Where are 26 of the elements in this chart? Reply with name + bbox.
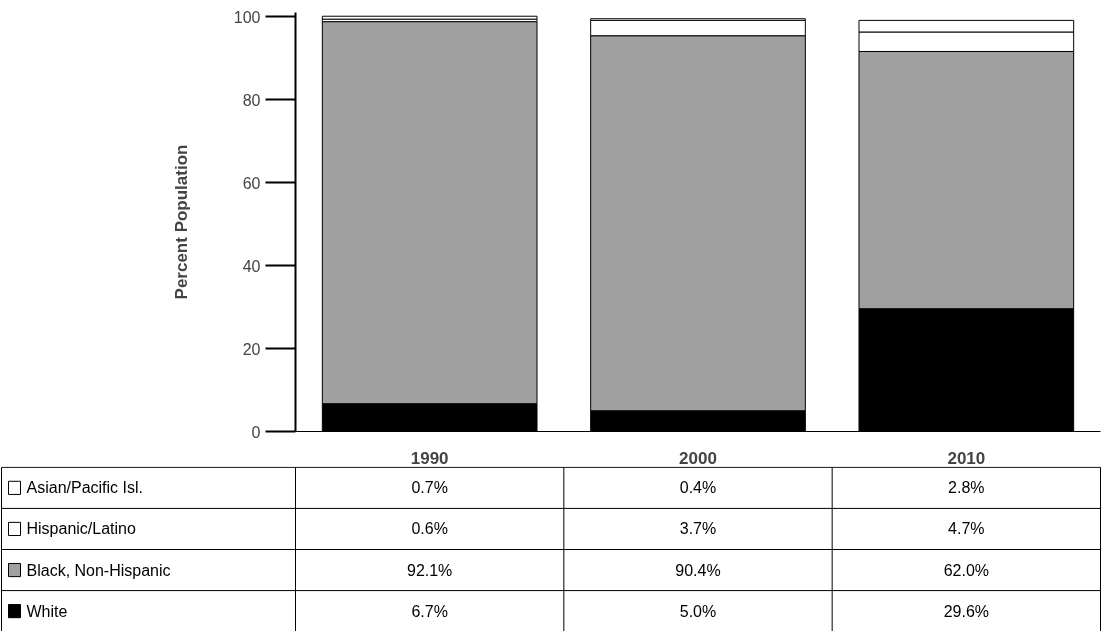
data-label: 5.0% bbox=[679, 602, 717, 620]
y-tick-label: 20 bbox=[242, 340, 261, 358]
x-tick-label: 1990 bbox=[410, 448, 449, 468]
y-tick-label: 60 bbox=[242, 174, 261, 192]
legend-label: Hispanic/Latino bbox=[26, 520, 136, 538]
data-label: 92.1% bbox=[406, 561, 453, 579]
data-label: 4.7% bbox=[948, 520, 985, 538]
legend-label: Asian/Pacific Isl. bbox=[26, 479, 143, 497]
x-tick-label: 2000 bbox=[679, 448, 717, 468]
data-label: 29.6% bbox=[943, 602, 990, 620]
data-label: 0.7% bbox=[411, 479, 448, 497]
data-label: 90.4% bbox=[675, 561, 721, 579]
data-label: 3.7% bbox=[679, 520, 717, 538]
data-label: 2.8% bbox=[948, 479, 985, 497]
data-label: 0.6% bbox=[411, 520, 448, 538]
y-tick-label: 40 bbox=[242, 257, 261, 275]
legend-label: Black, Non-Hispanic bbox=[26, 561, 171, 579]
legend-label: White bbox=[26, 602, 68, 620]
y-axis-title: Percent Population bbox=[171, 144, 191, 300]
y-tick-label: 80 bbox=[242, 91, 261, 109]
data-label: 6.7% bbox=[411, 602, 448, 620]
y-tick-label: 0 bbox=[251, 423, 261, 441]
x-tick-label: 2010 bbox=[947, 448, 986, 468]
y-tick-label: 100 bbox=[233, 8, 261, 26]
data-label: 62.0% bbox=[943, 561, 990, 579]
data-label: 0.4% bbox=[679, 479, 717, 497]
